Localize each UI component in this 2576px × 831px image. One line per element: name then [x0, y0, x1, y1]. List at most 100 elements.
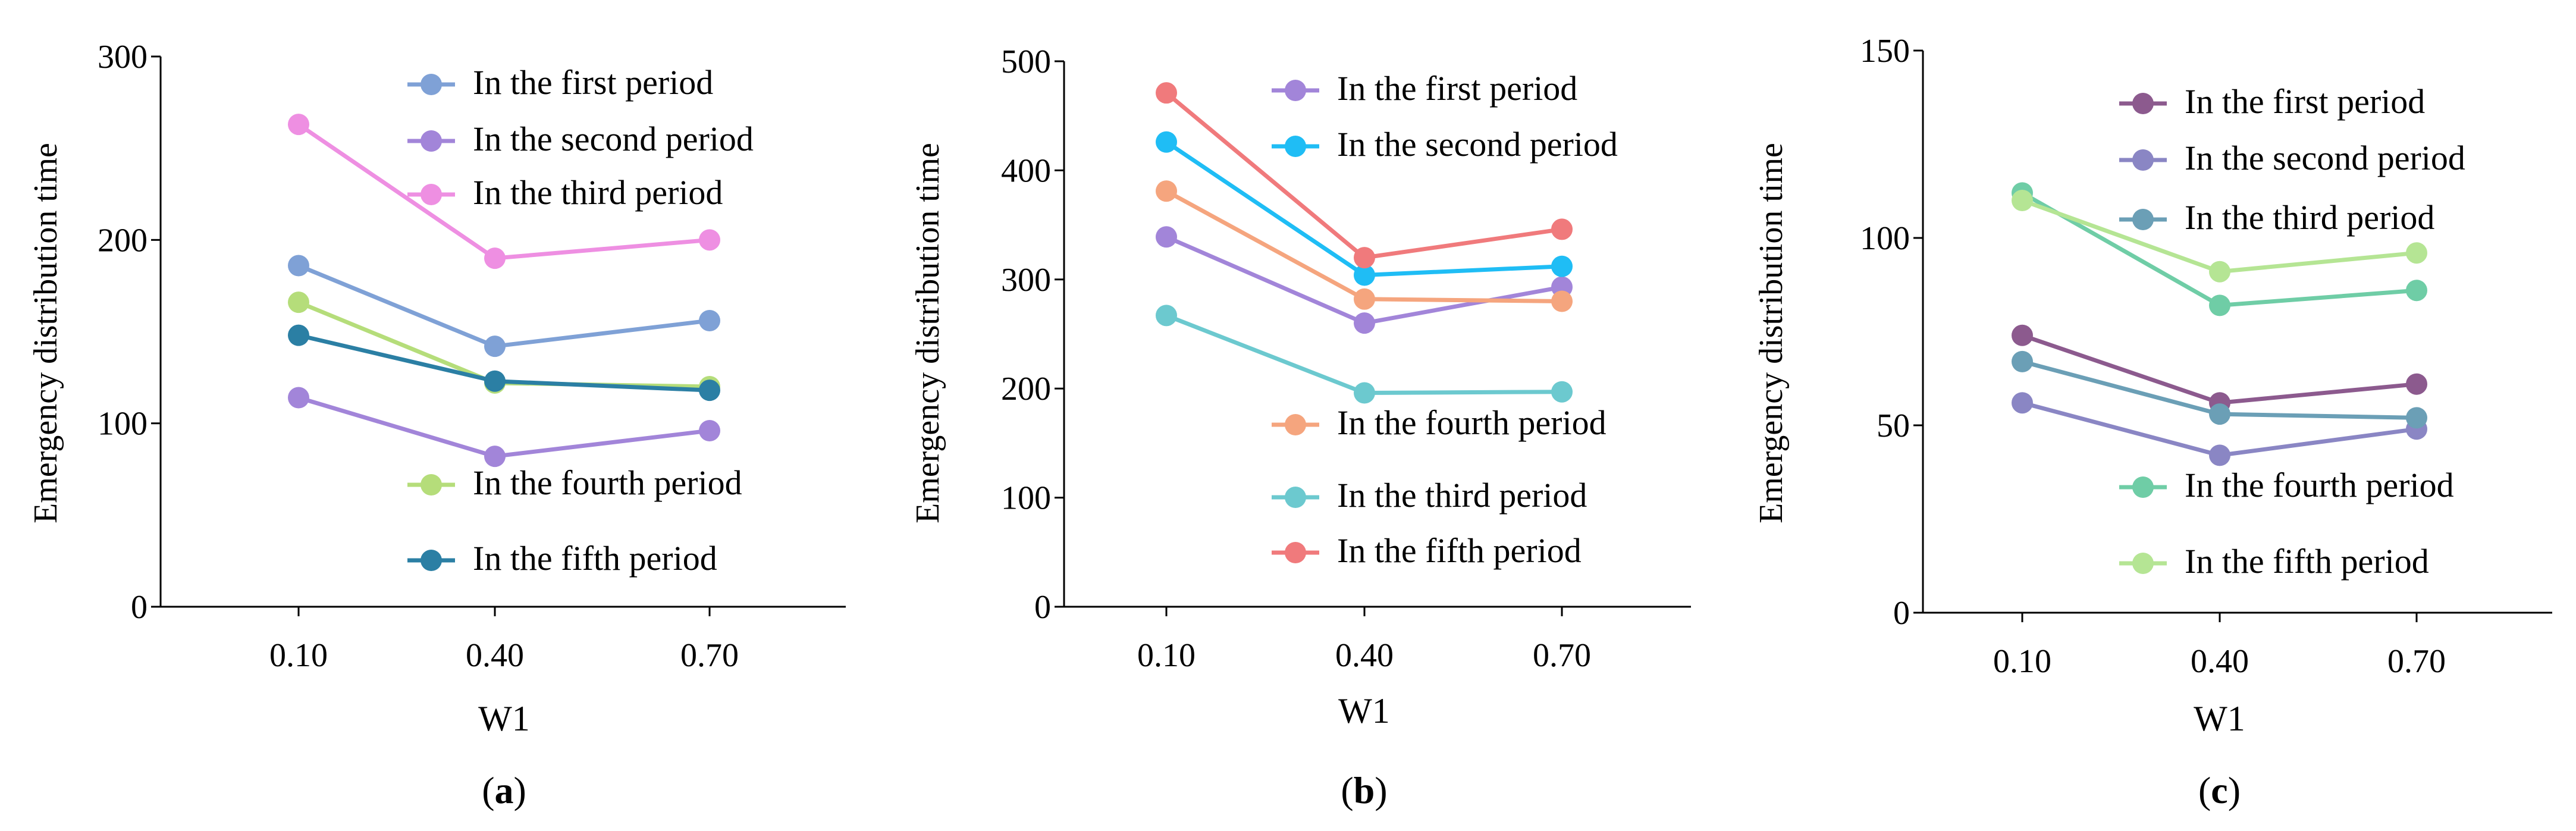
panel-label-open: ( — [1341, 769, 1353, 811]
series-1 — [2012, 324, 2427, 414]
data-point — [699, 229, 720, 251]
data-point — [1551, 255, 1573, 277]
legend-label: In the second period — [2185, 139, 2465, 177]
data-point — [2012, 350, 2033, 372]
legend-item: In the third period — [1272, 476, 1587, 515]
series-4 — [1156, 305, 1573, 404]
data-point — [1551, 290, 1573, 312]
series-2 — [288, 387, 720, 468]
chart-svg-a: 0 100 200 300 0.10 0.40 0.70 W1 Emergency distri… — [27, 39, 846, 811]
axes: 0 100 200 300 0.10 0.40 0.70 — [98, 39, 846, 674]
data-point — [699, 420, 720, 441]
legend-item: In the fourth period — [407, 463, 742, 502]
y-tick-label: 100 — [1001, 480, 1051, 517]
y-tick-label: 400 — [1001, 152, 1051, 189]
series-line — [1165, 91, 1562, 260]
plot-area — [1156, 82, 1573, 404]
chart-svg-c: 0 50 100 150 0.10 0.40 0.70 W1 Emergency distrib… — [1753, 33, 2552, 811]
data-point — [2406, 407, 2427, 429]
data-point — [288, 255, 309, 277]
data-point — [1156, 226, 1177, 248]
data-point — [699, 310, 720, 331]
legend-label: In the fifth period — [1337, 531, 1582, 570]
series-3 — [2012, 350, 2427, 429]
data-point — [1354, 312, 1375, 334]
legend-label: In the third period — [473, 173, 723, 212]
x-tick-label: 0.10 — [1137, 637, 1196, 674]
legend: In the first period In the second period I… — [2119, 82, 2465, 581]
panel-label: (b) — [1341, 769, 1387, 811]
y-tick-label: 300 — [98, 39, 148, 76]
legend-swatch-marker — [1285, 542, 1306, 563]
x-tick-label: 0.70 — [680, 637, 739, 674]
panel-label-close: ) — [1375, 769, 1387, 811]
legend-swatch-marker — [421, 130, 442, 152]
data-point — [1551, 218, 1573, 240]
series-5 — [288, 324, 720, 402]
x-tick-label: 0.70 — [1533, 637, 1591, 674]
y-tick-label: 100 — [98, 406, 148, 443]
x-axis-label: W1 — [478, 699, 530, 738]
data-point — [1354, 382, 1375, 404]
x-axis-label: W1 — [1338, 691, 1390, 730]
legend-label: In the second period — [473, 120, 754, 158]
data-point — [2012, 392, 2033, 414]
legend: In the first period In the second period I… — [407, 63, 754, 578]
chart-panel-b: 0 100 200 300 400 500 0.10 0.40 0.70 W1 Emergency … — [858, 0, 1717, 831]
data-point — [1156, 180, 1177, 202]
legend-label: In the fourth period — [1337, 403, 1607, 442]
legend-label: In the fifth period — [473, 539, 717, 578]
legend-item: In the fourth period — [2119, 466, 2454, 504]
y-tick-label: 50 — [1877, 407, 1910, 444]
data-point — [1156, 305, 1177, 327]
legend-label: In the fourth period — [473, 463, 742, 502]
x-tick-label: 0.70 — [2387, 643, 2446, 680]
y-tick-label: 100 — [1860, 220, 1910, 257]
y-tick-label: 0 — [1893, 595, 1910, 632]
data-point — [699, 380, 720, 402]
x-axis-label: W1 — [2194, 699, 2245, 738]
data-point — [2012, 190, 2033, 211]
legend-label: In the third period — [1337, 476, 1587, 515]
y-tick-label: 500 — [1001, 43, 1051, 80]
plot-area — [2012, 182, 2427, 466]
chart-svg-b: 0 100 200 300 400 500 0.10 0.40 0.70 W1 Emergency … — [909, 43, 1691, 811]
legend-label: In the third period — [2185, 198, 2434, 237]
data-point — [288, 324, 309, 346]
panel-label: (a) — [482, 769, 526, 811]
panel-label-close: ) — [514, 769, 526, 811]
data-point — [2209, 403, 2230, 425]
panel-label-letter: a — [495, 769, 514, 811]
legend-label: In the first period — [473, 63, 713, 102]
legend-item: In the first period — [1272, 69, 1577, 108]
data-point — [484, 370, 506, 392]
panel-label-letter: c — [2211, 769, 2227, 811]
data-point — [484, 247, 506, 269]
series-line — [297, 264, 710, 349]
legend-item: In the fifth period — [407, 539, 717, 578]
data-point — [1354, 264, 1375, 286]
y-axis-label: Emergency distribution time — [1753, 143, 1790, 523]
series-3 — [288, 114, 720, 269]
legend-swatch-marker — [1285, 487, 1306, 508]
series-3 — [1156, 180, 1573, 312]
data-point — [288, 291, 309, 313]
data-point — [2406, 280, 2427, 302]
legend-swatch-marker — [2132, 553, 2154, 574]
data-point — [2209, 261, 2230, 283]
chart-panel-c: 0 50 100 150 0.10 0.40 0.70 W1 Emergency distrib… — [1717, 0, 2575, 831]
panel-label-open: ( — [482, 769, 494, 811]
y-tick-label: 200 — [1001, 371, 1051, 407]
panel-label: (c) — [2198, 769, 2241, 811]
legend-item: In the fourth period — [1272, 403, 1607, 442]
data-point — [2406, 242, 2427, 264]
data-point — [1156, 131, 1177, 153]
data-point — [288, 114, 309, 136]
legend-swatch-marker — [2132, 149, 2154, 171]
panel-label-close: ) — [2228, 769, 2241, 811]
legend-swatch-marker — [421, 184, 442, 205]
legend-label: In the first period — [1337, 69, 1577, 108]
x-tick-label: 0.10 — [269, 637, 328, 674]
axes: 0 50 100 150 0.10 0.40 0.70 — [1860, 33, 2552, 680]
data-point — [2209, 444, 2230, 466]
